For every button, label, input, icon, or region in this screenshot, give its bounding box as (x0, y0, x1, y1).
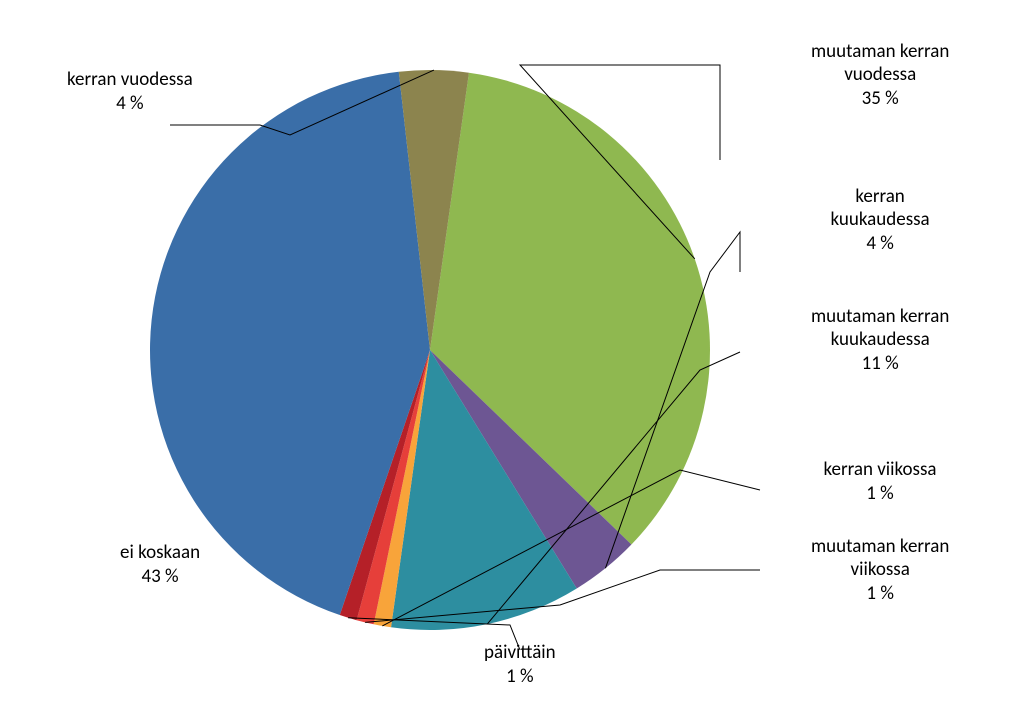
label-line: muutaman kerran (811, 305, 949, 329)
label-line: vuodessa (811, 63, 949, 87)
label-line: kerran (831, 185, 930, 209)
label-line: kerran vuodessa (67, 68, 193, 92)
label-line: muutaman kerran (811, 535, 949, 559)
pie-chart-container: muutaman kerranvuodessa35 %kerrankuukaud… (0, 0, 1024, 709)
label-line: ei koskaan (120, 541, 200, 565)
pie-slice-label: päivittäin1 % (484, 641, 556, 689)
label-line: 11 % (811, 352, 949, 376)
label-line: kuukaudessa (811, 328, 949, 352)
label-line: 1 % (484, 665, 556, 689)
label-line: 35 % (811, 87, 949, 111)
pie-slice-label: kerran viikossa1 % (824, 458, 937, 506)
label-line: päivittäin (484, 641, 556, 665)
pie-slice-label: kerran vuodessa4 % (67, 68, 193, 116)
label-line: 43 % (120, 565, 200, 589)
pie-slice-label: muutaman kerrankuukaudessa11 % (811, 305, 949, 376)
label-line: 1 % (824, 482, 937, 506)
label-line: viikossa (811, 558, 949, 582)
label-line: kuukaudessa (831, 208, 930, 232)
pie-slice-label: kerrankuukaudessa4 % (831, 185, 930, 256)
label-line: 4 % (831, 232, 930, 256)
label-line: 4 % (67, 92, 193, 116)
pie-slice-label: ei koskaan43 % (120, 541, 200, 589)
label-line: 1 % (811, 582, 949, 606)
label-line: muutaman kerran (811, 40, 949, 64)
pie-slice-label: muutaman kerranviikossa1 % (811, 535, 949, 606)
pie-slice-label: muutaman kerranvuodessa35 % (811, 40, 949, 111)
label-line: kerran viikossa (824, 458, 937, 482)
